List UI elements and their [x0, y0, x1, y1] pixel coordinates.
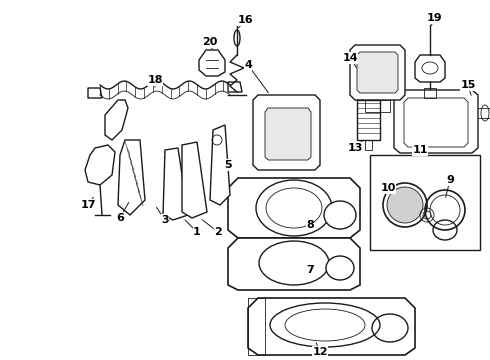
Text: 18: 18	[147, 75, 163, 85]
Polygon shape	[228, 238, 360, 290]
Polygon shape	[394, 90, 478, 153]
Text: 8: 8	[306, 220, 314, 230]
Polygon shape	[228, 178, 360, 238]
Polygon shape	[350, 45, 405, 100]
Text: 16: 16	[237, 15, 253, 25]
Text: 3: 3	[161, 215, 169, 225]
Text: 6: 6	[116, 213, 124, 223]
Text: 15: 15	[460, 80, 476, 90]
Ellipse shape	[256, 180, 332, 236]
Text: 5: 5	[224, 160, 232, 170]
Text: 9: 9	[446, 175, 454, 185]
Polygon shape	[357, 52, 398, 93]
Ellipse shape	[326, 256, 354, 280]
Ellipse shape	[324, 201, 356, 229]
Text: 1: 1	[193, 227, 201, 237]
Text: 11: 11	[412, 145, 428, 155]
Ellipse shape	[259, 241, 329, 285]
Text: 2: 2	[214, 227, 222, 237]
Bar	[370, 155, 480, 250]
Polygon shape	[253, 95, 320, 170]
Text: 12: 12	[312, 347, 328, 357]
Polygon shape	[182, 142, 207, 218]
Text: 10: 10	[380, 183, 396, 193]
Text: 14: 14	[342, 53, 358, 63]
Text: 19: 19	[427, 13, 443, 23]
Text: 7: 7	[306, 265, 314, 275]
Polygon shape	[265, 108, 311, 160]
Text: 20: 20	[202, 37, 218, 47]
Polygon shape	[210, 125, 230, 205]
Text: 4: 4	[244, 60, 252, 70]
Text: 13: 13	[347, 143, 363, 153]
Polygon shape	[163, 148, 188, 220]
Polygon shape	[248, 298, 415, 355]
Text: 17: 17	[80, 200, 96, 210]
Ellipse shape	[387, 187, 423, 223]
